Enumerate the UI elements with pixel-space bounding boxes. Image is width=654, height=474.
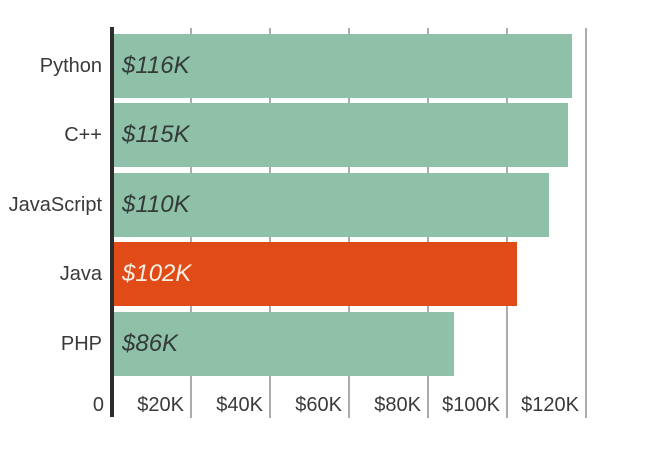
- gridline: [585, 28, 587, 418]
- bar: $110K: [114, 173, 549, 237]
- bar: $115K: [114, 103, 568, 167]
- y-axis-line: [110, 27, 114, 417]
- x-tick-label: $120K: [521, 394, 579, 416]
- bar: $102K: [114, 242, 517, 306]
- bar-value-label: $116K: [122, 52, 190, 79]
- x-tick-label: $60K: [295, 394, 342, 416]
- bar-value-label: $86K: [122, 330, 179, 357]
- x-tick-label: 0: [92, 394, 104, 416]
- x-tick-label: $100K: [442, 394, 500, 416]
- bar-value-label: $102K: [122, 260, 192, 287]
- bar-value-label: $115K: [122, 121, 190, 148]
- bar: $116K: [114, 34, 572, 98]
- category-label: PHP: [60, 333, 102, 355]
- bar: $86K: [114, 312, 454, 376]
- x-tick-label: $40K: [216, 394, 263, 416]
- bar-value-label: $110K: [122, 191, 190, 218]
- x-tick-label: $80K: [374, 394, 421, 416]
- category-label: C++: [64, 124, 102, 146]
- category-label: JavaScript: [8, 194, 102, 216]
- category-label: Python: [39, 55, 102, 77]
- category-label: Java: [59, 263, 102, 285]
- x-tick-label: $20K: [137, 394, 184, 416]
